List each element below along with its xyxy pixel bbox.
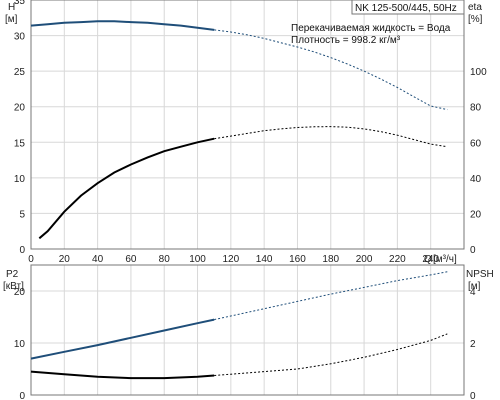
y-tick-label: 35 <box>14 0 26 7</box>
x-tick-label: 80 <box>159 254 171 265</box>
y2-tick-label: 2 <box>470 339 476 350</box>
left-axis-curve-0-solid <box>30 20 215 31</box>
y-tick-label: 5 <box>19 209 25 220</box>
y2-tick-label: 40 <box>470 174 482 185</box>
y2-tick-label: 4 <box>470 287 476 298</box>
y2-axis-label-NPSH: NPSH <box>466 269 494 280</box>
y-tick-label: 15 <box>14 138 26 149</box>
y2-axis-unit-NPSH: [м] <box>468 281 481 292</box>
y2-tick-label: 0 <box>470 245 476 256</box>
x-tick-label: 140 <box>256 254 273 265</box>
fluid-annotation: Перекачиваемая жидкость = Вода <box>291 23 451 34</box>
y-tick-label: 20 <box>14 287 26 298</box>
y2-tick-label: 100 <box>470 67 487 78</box>
y-tick-label: 20 <box>14 103 26 114</box>
x-tick-label: 0 <box>28 254 34 265</box>
right-axis-curve-1-dashed <box>214 333 448 376</box>
y-tick-label: 25 <box>14 67 26 78</box>
y-tick-label: 0 <box>19 245 25 256</box>
x-tick-label: 60 <box>125 254 137 265</box>
lower-plot-frame <box>30 264 465 396</box>
x-tick-label: 240 <box>422 254 439 265</box>
x-tick-label: 220 <box>389 254 406 265</box>
y2-axis-label-eta: eta <box>468 2 482 13</box>
y-axis-unit-P2: [кВт] <box>3 281 24 292</box>
y-tick-label: 10 <box>14 339 26 350</box>
right-axis-curve-1-solid <box>38 137 215 240</box>
x-tick-label: 100 <box>189 254 206 265</box>
y2-tick-label: 20 <box>470 209 482 220</box>
chart-title: NK 125-500/445, 50Hz <box>355 3 457 14</box>
x-tick-label: 200 <box>356 254 373 265</box>
lower-grid <box>30 265 465 396</box>
right-axis-curve-1-dashed <box>214 126 448 148</box>
y2-tick-label: 60 <box>470 138 482 149</box>
x-tick-label: 180 <box>322 254 339 265</box>
y2-tick-label: 80 <box>470 103 482 114</box>
x-tick-label: 40 <box>92 254 104 265</box>
x-tick-label: 20 <box>59 254 71 265</box>
x-tick-label: 160 <box>289 254 306 265</box>
tick-labels: 0 20 40 60 80 100 120 140 160 180 200 220 2400510152… <box>14 0 487 400</box>
density-annotation: Плотность = 998.2 кг/м³ <box>291 35 401 46</box>
x-axis-unit-Q: [м³/ч] <box>433 254 457 265</box>
y-tick-label: 30 <box>14 32 26 43</box>
title-box <box>351 0 465 15</box>
y-axis-label-H: H <box>8 2 15 13</box>
upper-plot-frame <box>30 0 465 250</box>
x-tick-label: 120 <box>223 254 240 265</box>
curves <box>30 20 448 380</box>
left-axis-curve-0-dashed <box>214 271 448 321</box>
left-axis-curve-0-solid <box>30 318 215 360</box>
left-axis-curve-0-dashed <box>214 29 448 111</box>
y-axis-label-P2: P2 <box>6 269 19 280</box>
y-tick-label: 10 <box>14 174 26 185</box>
y-tick-label: 0 <box>19 391 25 400</box>
y2-axis-unit-eta: [%] <box>468 14 483 25</box>
y-axis-unit-H: [м] <box>5 14 18 25</box>
x-axis-label-Q: Q <box>424 254 432 265</box>
y2-tick-label: 0 <box>470 391 476 400</box>
right-axis-curve-1-solid <box>30 370 215 380</box>
